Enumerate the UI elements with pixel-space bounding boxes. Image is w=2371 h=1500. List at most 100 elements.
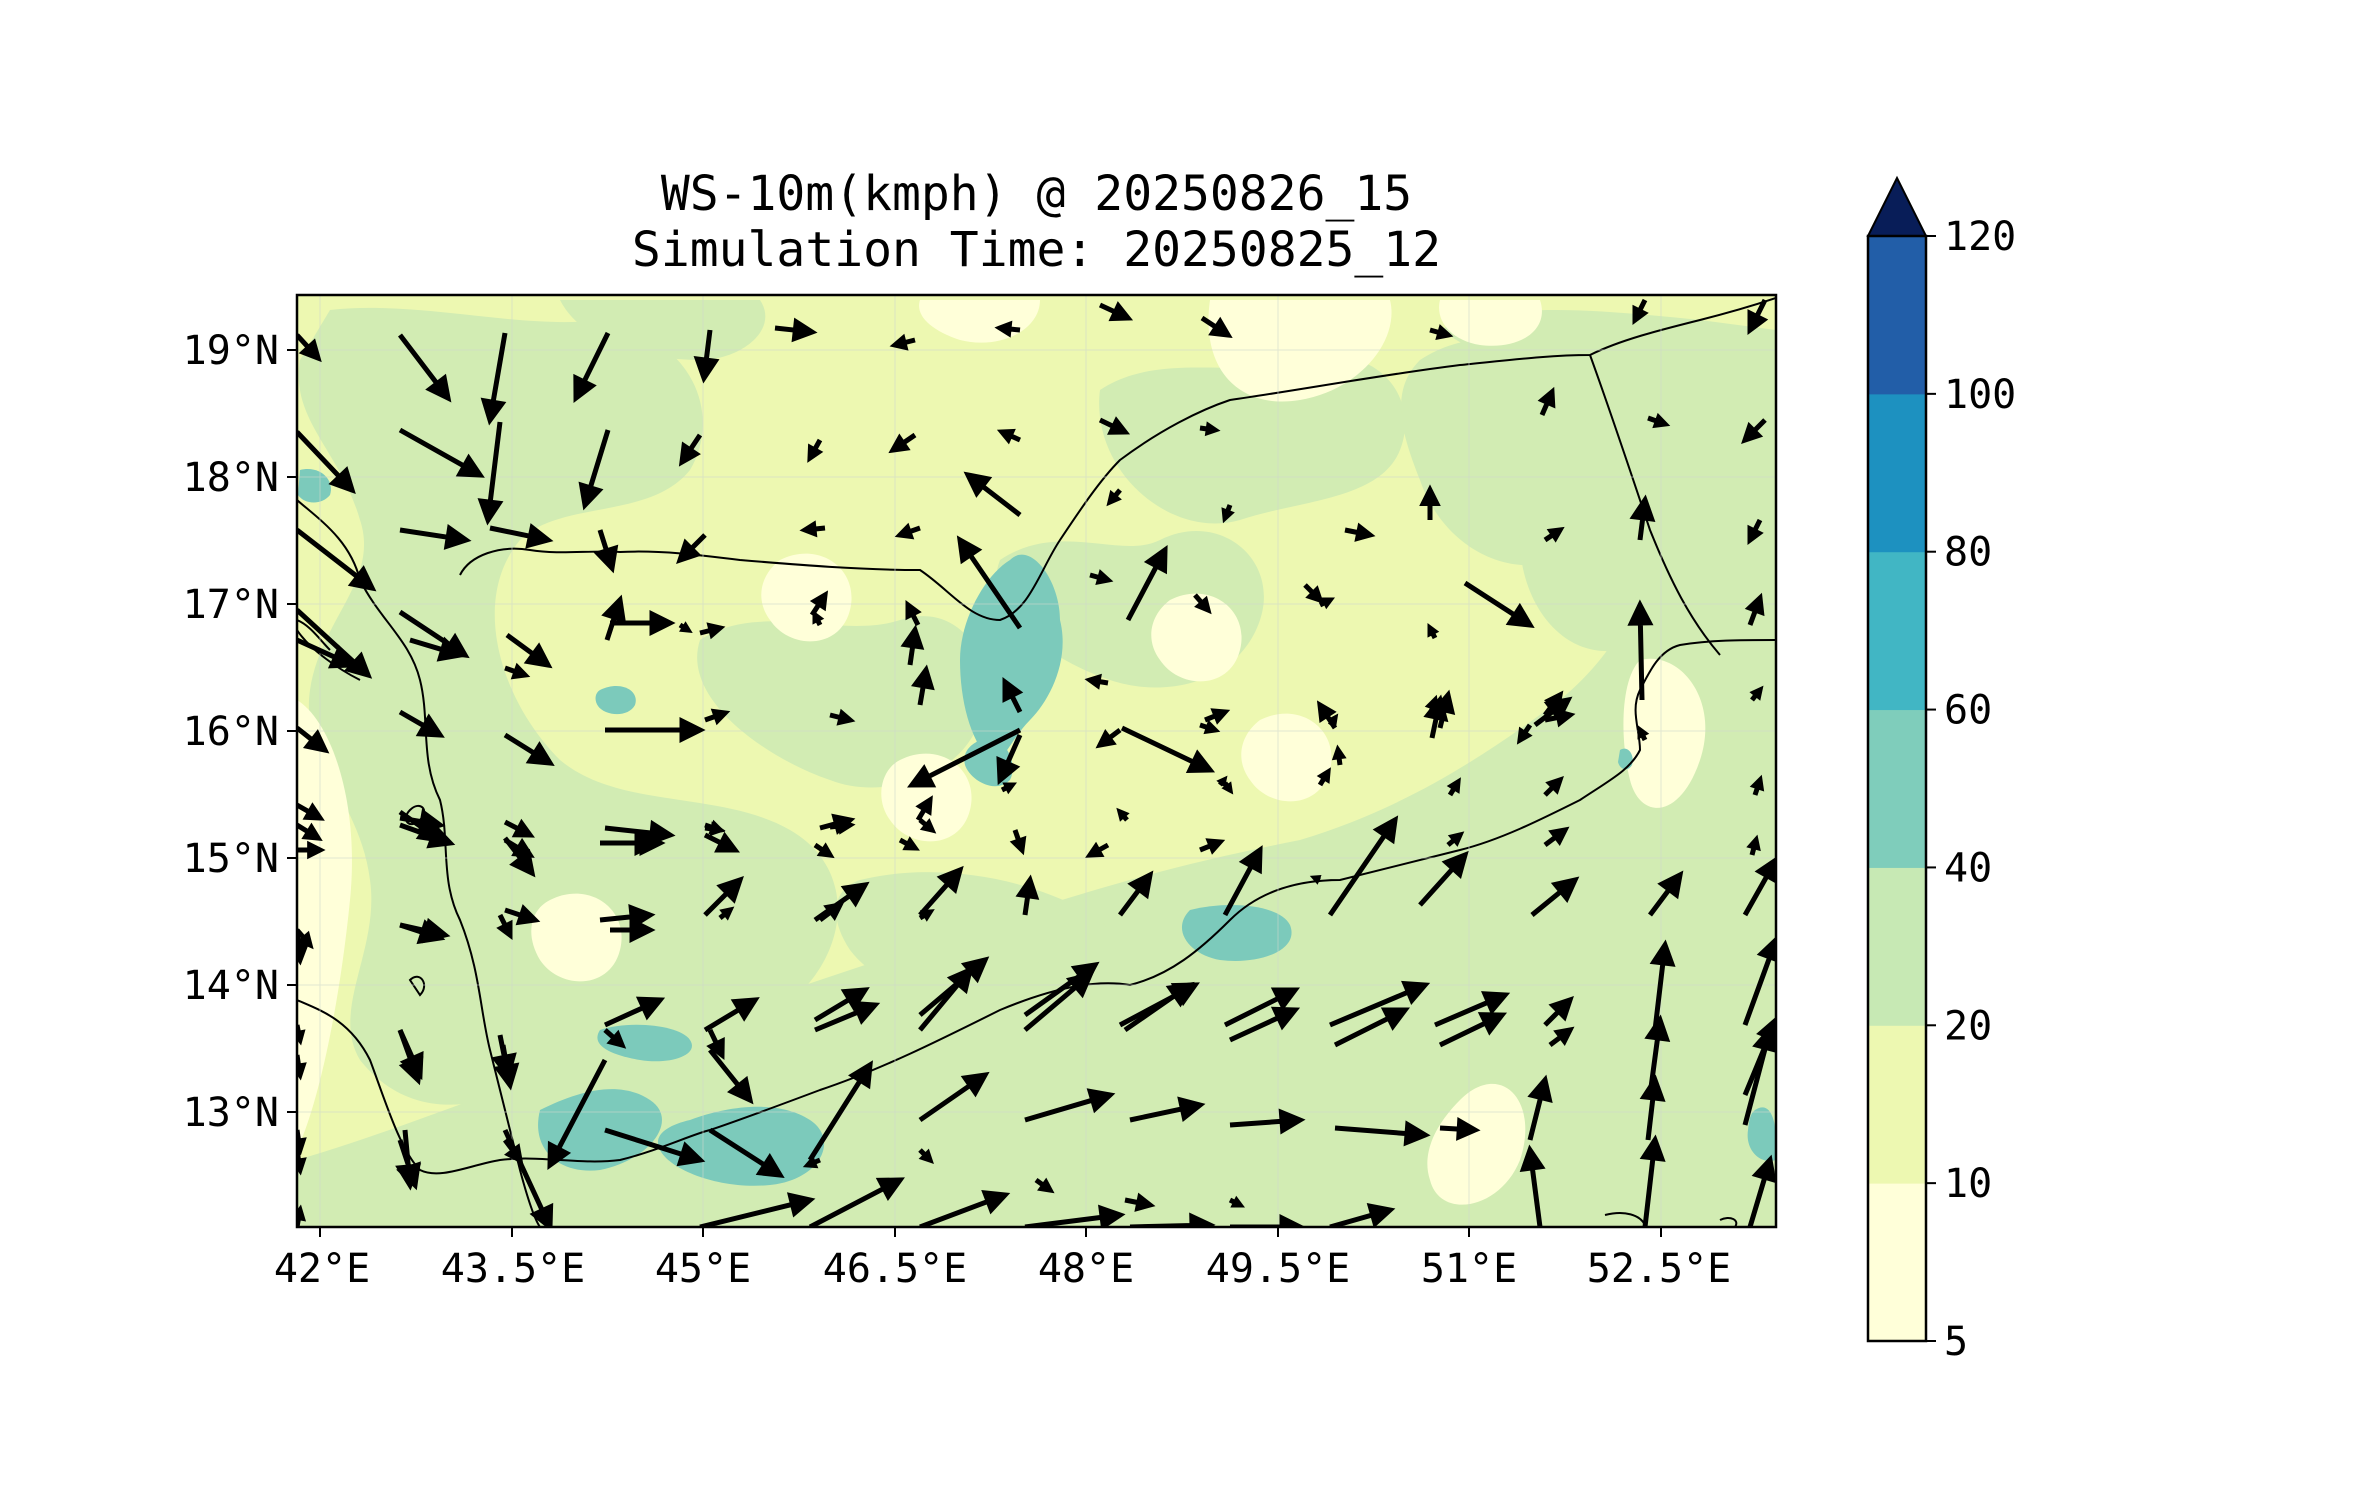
wind-vector-arrow — [1637, 725, 1650, 742]
wind-vector-field — [297, 298, 1776, 1227]
wind-vector-arrow — [1746, 834, 1761, 856]
wind-vector-arrow — [1015, 874, 1040, 916]
wind-vector-arrow — [1632, 298, 1649, 325]
y-tick-label: 19°N — [183, 328, 279, 374]
wind-vector-arrow — [1329, 980, 1431, 1028]
wind-vector-arrow — [399, 822, 456, 849]
wind-vector-arrow — [409, 636, 466, 662]
wind-vector-arrow — [399, 917, 451, 944]
wind-vector-arrow — [1024, 1204, 1126, 1227]
x-tick-label: 52.5°E — [1587, 1246, 1732, 1292]
wind-vector-arrow — [1543, 996, 1574, 1027]
wind-vector-arrow — [1627, 599, 1654, 701]
wind-vector-arrow — [297, 430, 356, 495]
wind-vector-arrow — [996, 428, 1022, 445]
wind-vector-arrow — [1463, 580, 1535, 629]
wind-vector-arrow — [918, 909, 935, 922]
wind-vector-arrow — [718, 906, 735, 921]
wind-vector-arrow — [802, 1155, 821, 1169]
x-tick-label: 49.5°E — [1206, 1246, 1351, 1292]
wind-vector-arrow — [398, 427, 485, 478]
wind-vector-arrow — [829, 708, 856, 726]
wind-vector-arrow — [1647, 412, 1671, 429]
wind-vector-arrow — [699, 1192, 816, 1227]
y-tick-label: 15°N — [183, 836, 279, 882]
wind-vector-arrow — [1639, 1074, 1666, 1141]
wind-vector-arrow — [599, 904, 656, 931]
wind-vector-arrow — [1424, 694, 1440, 716]
wind-vector-arrow — [1516, 723, 1533, 745]
wind-vector-arrow — [1543, 526, 1565, 543]
wind-vector-arrow — [489, 523, 554, 549]
wind-vector-arrow — [1084, 673, 1109, 690]
y-tick-label: 18°N — [183, 455, 279, 501]
wind-vector-arrow — [1089, 569, 1114, 586]
wind-vector-arrow — [819, 813, 856, 835]
wind-vector-arrow — [1747, 298, 1769, 335]
wind-vector-arrow — [1123, 981, 1195, 1033]
wind-vector-arrow — [1318, 597, 1335, 610]
wind-vector-arrow — [1747, 1154, 1776, 1227]
wind-vector-arrow — [1629, 494, 1656, 541]
colorbar-tick-label: 40 — [1944, 845, 1992, 891]
wind-vector-arrow — [708, 1127, 785, 1179]
wind-vector-arrow — [1228, 1195, 1245, 1208]
colorbar-band — [1868, 236, 1926, 395]
wind-vector-arrow — [1327, 815, 1399, 917]
y-tick-label: 13°N — [183, 1090, 279, 1136]
wind-vector-arrow — [1741, 418, 1767, 444]
wind-vector-arrow — [1530, 876, 1580, 917]
colorbar-band — [1868, 867, 1926, 1026]
wind-vector-arrow — [1316, 700, 1338, 730]
wind-vector-arrow — [502, 1128, 554, 1227]
wind-vector-arrow — [503, 818, 535, 838]
map-plot-area — [297, 295, 1776, 1227]
wind-vector-arrow — [963, 471, 1022, 517]
wind-vector-arrow — [708, 1048, 754, 1105]
axis-ticks — [287, 349, 1662, 1237]
wind-vector-arrow — [996, 733, 1023, 786]
wind-vector-arrow — [1229, 1108, 1306, 1135]
wind-vector-arrow — [1432, 689, 1456, 729]
wind-vector-arrow — [593, 529, 619, 574]
wind-vector-arrow — [1446, 831, 1465, 847]
colorbar-band — [1868, 1025, 1926, 1184]
x-tick-label: 43.5°E — [441, 1246, 586, 1292]
x-tick-label: 51°E — [1421, 1246, 1517, 1292]
wind-vector-arrow — [1199, 421, 1221, 437]
wind-vector-arrow — [888, 432, 917, 454]
wind-vector-arrow — [398, 333, 452, 403]
wind-vector-arrow — [1000, 782, 1017, 795]
wind-vector-arrow — [1344, 522, 1376, 542]
wind-vector-arrow — [706, 1028, 725, 1061]
wind-vector-arrow — [1193, 593, 1212, 615]
wind-vector-arrow — [678, 433, 703, 467]
wind-vector-arrow — [799, 520, 826, 538]
wind-vector-arrow — [1331, 744, 1347, 766]
colorbar-extend-arrow — [1866, 175, 1928, 237]
wind-vector-arrow — [678, 621, 693, 633]
wind-vector-arrow — [1106, 488, 1122, 507]
wind-vector-arrow — [1034, 1177, 1055, 1194]
wind-vector-arrow — [504, 904, 541, 926]
wind-vector-arrow — [1418, 850, 1469, 907]
wind-vector-arrow — [1002, 677, 1024, 714]
x-axis-labels: 42°E 43.5°E 45°E 46.5°E 48°E 49.5°E 51°E… — [274, 1246, 1731, 1292]
calm-wind-fields — [297, 300, 1706, 1205]
colorbar-tick-label: 120 — [1944, 214, 2016, 260]
wind-vector-arrow — [297, 840, 326, 860]
wind-vector-arrow — [813, 987, 870, 1023]
wind-vector-arrow — [889, 333, 916, 351]
wind-vector-arrow — [807, 1060, 873, 1162]
x-tick-label: 45°E — [655, 1246, 751, 1292]
wind-vector-arrow — [918, 865, 964, 917]
wind-vector-arrow — [610, 916, 656, 944]
wind-vector-arrow — [1438, 1012, 1508, 1048]
wind-vector-arrow — [1333, 1007, 1410, 1048]
wind-vector-arrow — [918, 1148, 934, 1164]
wind-vector-arrow — [1309, 874, 1322, 885]
wind-vector-arrow — [573, 331, 611, 404]
wind-vector-arrow — [1519, 1144, 1546, 1227]
wind-vector-arrow — [1749, 685, 1764, 702]
wind-vector-arrow — [1303, 583, 1324, 604]
